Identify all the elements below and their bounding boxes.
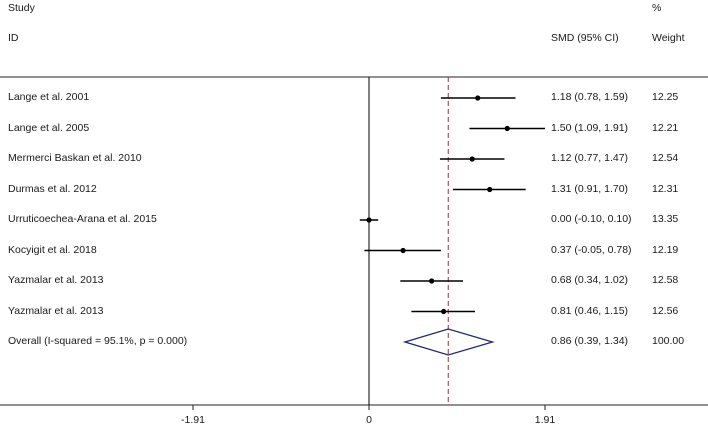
study-label: Mermerci Baskan et al. 2010: [8, 152, 142, 164]
study-label: Durmas et al. 2012: [8, 182, 97, 195]
header-study-label: Study: [8, 2, 35, 14]
study-label: Lange et al. 2001: [8, 91, 90, 103]
header-id-label: ID: [8, 32, 19, 44]
study-label: Urruticoechea-Arana et al. 2015: [8, 213, 157, 225]
study-point: [487, 186, 493, 193]
study-point: [429, 278, 435, 284]
study-ci-text: 1.50 (1.09, 1.91): [551, 121, 629, 134]
study-ci-text: 1.12 (0.77, 1.47): [551, 152, 629, 164]
study-label: Kocyigit et al. 2018: [8, 243, 97, 256]
study-ci-text: 0.68 (0.34, 1.02): [551, 274, 629, 286]
study-ci-text: 0.81 (0.46, 1.15): [551, 304, 629, 317]
study-weight: 12.58: [652, 274, 679, 286]
study-ci-text: 1.18 (0.78, 1.59): [551, 91, 629, 103]
study-ci-text: 0.37 (-0.05, 0.78): [551, 243, 632, 256]
study-weight: 12.21: [652, 121, 679, 134]
study-point: [441, 308, 447, 315]
study-ci-text: 0.00 (-0.10, 0.10): [551, 213, 632, 225]
study-point: [469, 156, 475, 162]
study-weight: 13.35: [652, 213, 679, 225]
x-tick-label: 1.91: [535, 414, 556, 426]
overall-ci-text: 0.86 (0.39, 1.34): [551, 335, 629, 347]
study-point: [475, 95, 481, 101]
study-ci-text: 1.31 (0.91, 1.70): [551, 182, 629, 195]
overall-label: Overall (I-squared = 95.1%, p = 0.000): [8, 335, 188, 347]
study-point: [504, 125, 510, 132]
study-label: Yazmalar et al. 2013: [8, 274, 104, 286]
study-weight: 12.25: [652, 91, 679, 103]
study-weight: 12.31: [652, 182, 679, 195]
study-weight: 12.54: [652, 152, 679, 164]
x-tick-label: 0: [366, 414, 372, 426]
study-label: Yazmalar et al. 2013: [8, 304, 104, 317]
study-label: Lange et al. 2005: [8, 121, 90, 134]
x-tick-label: -1.91: [181, 414, 205, 426]
header-percent-label: %: [652, 2, 662, 14]
study-point: [400, 247, 406, 254]
study-point: [366, 217, 372, 223]
header-effect-label: SMD (95% CI): [551, 32, 619, 44]
study-weight: 12.56: [652, 304, 679, 317]
overall-diamond: [402, 328, 495, 356]
study-weight: 12.19: [652, 243, 679, 256]
overall-weight: 100.00: [652, 335, 685, 347]
header-weight-label: Weight: [652, 32, 685, 44]
